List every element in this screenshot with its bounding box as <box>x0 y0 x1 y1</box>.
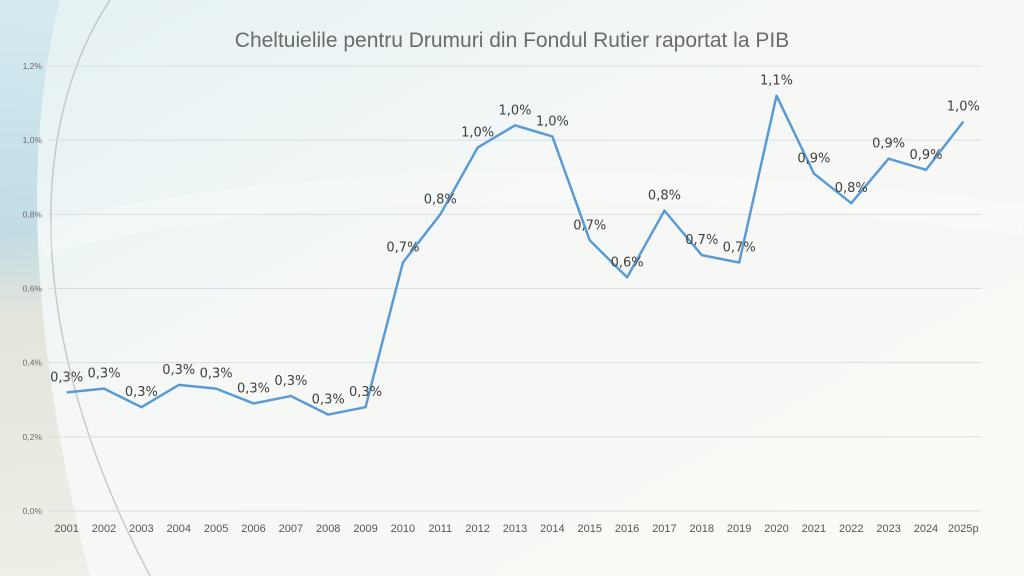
x-tick-label: 2004 <box>167 523 191 535</box>
data-label: 0,8% <box>835 181 868 196</box>
data-label: 0,3% <box>274 374 307 389</box>
x-tick-label: 2023 <box>876 523 900 535</box>
data-label: 0,3% <box>312 393 345 408</box>
x-tick-label: 2020 <box>764 523 788 535</box>
data-label: 1,0% <box>461 126 494 141</box>
series-line-group <box>66 94 965 416</box>
data-label: 0,3% <box>349 385 382 400</box>
data-label: 0,3% <box>88 367 121 382</box>
x-tick-label: 2015 <box>577 523 601 535</box>
data-label: 0,9% <box>797 152 830 167</box>
x-tick-label: 2013 <box>503 523 527 535</box>
data-label: 0,7% <box>723 241 756 256</box>
x-tick-label: 2025p <box>948 523 979 535</box>
x-tick-label: 2005 <box>204 523 228 535</box>
data-label: 0,3% <box>200 367 233 382</box>
x-tick-label: 2006 <box>241 523 265 535</box>
x-tick-label: 2002 <box>92 523 116 535</box>
x-tick-label: 2017 <box>652 523 676 535</box>
data-label: 1,0% <box>536 114 569 129</box>
data-label: 0,3% <box>125 385 158 400</box>
x-tick-label: 2008 <box>316 523 340 535</box>
chart-title: Cheltuielile pentru Drumuri din Fondul R… <box>235 29 789 52</box>
x-tick-label: 2018 <box>690 523 714 535</box>
y-axis-tick-labels: 0,0% 0,2% 0,4% 0,6% 0,8% 1,0% 1,2% <box>23 61 43 516</box>
x-tick-label: 2007 <box>279 523 303 535</box>
data-label: 1,0% <box>498 103 531 118</box>
x-tick-label: 2019 <box>727 523 751 535</box>
y-tick-label: 0,2% <box>23 432 43 442</box>
data-label: 0,8% <box>424 192 457 207</box>
x-tick-label: 2016 <box>615 523 639 535</box>
data-label: 0,3% <box>237 381 270 396</box>
data-label: 0,3% <box>50 370 83 385</box>
y-tick-label: 1,2% <box>23 61 43 71</box>
data-label: 0,8% <box>648 189 681 204</box>
data-label: 1,0% <box>947 100 980 115</box>
x-tick-label: 2003 <box>129 523 153 535</box>
data-label: 0,7% <box>386 241 419 256</box>
x-tick-label: 2014 <box>540 523 564 535</box>
y-tick-label: 0,4% <box>23 358 43 368</box>
x-tick-label: 2024 <box>914 523 938 535</box>
x-tick-label: 2011 <box>428 523 452 535</box>
y-tick-label: 0,6% <box>23 284 43 294</box>
y-tick-label: 0,0% <box>23 506 43 516</box>
y-tick-label: 0,8% <box>23 209 43 219</box>
data-label: 0,9% <box>909 148 942 163</box>
x-tick-label: 2012 <box>465 523 489 535</box>
x-tick-label: 2021 <box>802 523 826 535</box>
x-tick-label: 2001 <box>54 523 78 535</box>
data-label: 0,9% <box>872 137 905 152</box>
data-label: 1,1% <box>760 74 793 89</box>
x-axis-tick-labels: 2001 2002 2003 2004 2005 2006 2007 2008 2009 2010… <box>54 523 978 535</box>
data-label: 0,7% <box>573 218 606 233</box>
x-tick-label: 2022 <box>839 523 863 535</box>
x-tick-label: 2009 <box>353 523 377 535</box>
series-line <box>66 94 965 416</box>
data-labels: 0,3% 0,3% 0,3% 0,3% 0,3% 0,3% 0,3% 0,3% 0,3% 0,7%… <box>50 74 980 408</box>
gridlines <box>48 65 982 512</box>
data-label: 0,7% <box>685 233 718 248</box>
x-tick-label: 2010 <box>391 523 415 535</box>
data-label: 0,3% <box>162 363 195 378</box>
y-tick-label: 1,0% <box>23 135 43 145</box>
data-label: 0,6% <box>611 255 644 270</box>
